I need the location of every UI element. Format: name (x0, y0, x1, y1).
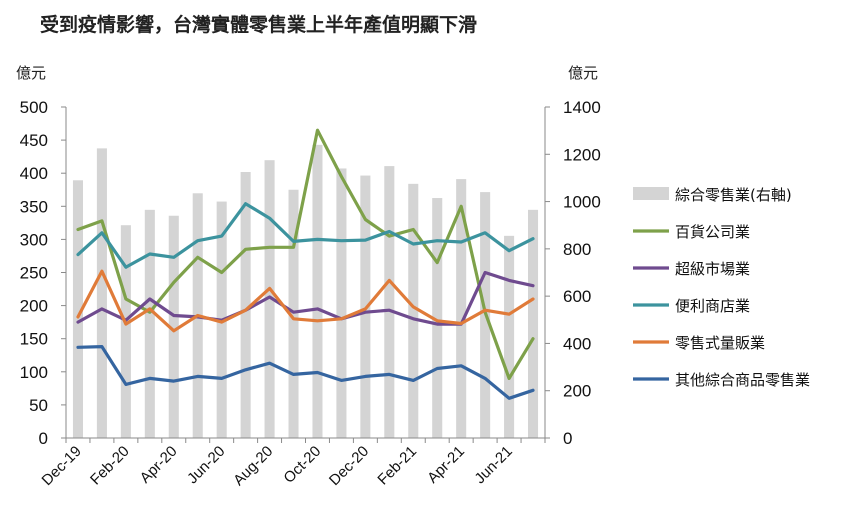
bar-Sep-20 (288, 189, 299, 438)
left-tick-label: 500 (20, 98, 48, 117)
x-tick-label: Jun-20 (184, 443, 228, 487)
bar-series-group (72, 144, 539, 439)
right-tick-label: 1200 (563, 145, 601, 164)
bar-Jul-21 (527, 209, 539, 438)
bar-Apr-21 (456, 179, 467, 438)
left-tick-label: 350 (20, 197, 48, 216)
bar-Mar-20 (144, 209, 155, 438)
bar-Apr-20 (168, 215, 179, 438)
right-tick-label: 1000 (563, 193, 601, 212)
legend-entry-label: 綜合零售業(右軸) (675, 186, 792, 204)
left-tick-label: 100 (20, 363, 48, 382)
left-tick-label: 400 (20, 164, 48, 183)
right-tick-label: 600 (563, 287, 591, 306)
legend-entry-label: 百貨公司業 (675, 223, 750, 241)
right-tick-label: 1400 (563, 98, 601, 117)
bar-Mar-21 (432, 198, 443, 438)
left-tick-label: 50 (29, 396, 48, 415)
right-tick-label: 800 (563, 240, 591, 259)
left-tick-label: 250 (20, 264, 48, 283)
line-便利商店業 (76, 202, 535, 269)
x-tick-label: Oct-20 (280, 443, 324, 487)
right-tick-label: 200 (563, 382, 591, 401)
legend-entry-label: 超級市場業 (675, 260, 750, 278)
right-tick-label: 0 (563, 429, 572, 448)
legend-entry-label: 其他綜合商品零售業 (675, 371, 810, 389)
left-axis-unit-label: 億元 (16, 64, 47, 82)
bar-Feb-21 (408, 183, 419, 438)
right-tick-label: 400 (563, 334, 591, 353)
bar-Jan-21 (384, 166, 395, 438)
bar-Oct-20 (312, 144, 323, 439)
bar-Aug-20 (264, 160, 275, 439)
line-series-group (76, 128, 535, 400)
left-tick-label: 450 (20, 131, 48, 150)
right-axis-unit-label: 億元 (568, 64, 599, 82)
line-其他綜合商品零售業 (76, 345, 535, 400)
x-tick-label: Aug-20 (230, 443, 276, 489)
x-tick-label: Apr-21 (424, 443, 468, 487)
bar-Jan-20 (96, 148, 107, 438)
legend-entry-label: 便利商店業 (675, 297, 750, 315)
line-百貨公司業 (76, 128, 535, 380)
bar-Jun-21 (504, 235, 515, 438)
x-tick-label: Dec-20 (326, 443, 372, 489)
x-tick-label: Feb-20 (87, 443, 133, 489)
x-tick-label: Apr-20 (137, 443, 181, 487)
bar-Dec-19 (72, 180, 84, 439)
bar-Jul-20 (240, 172, 251, 438)
x-tick-label: Dec-19 (39, 443, 85, 489)
x-tick-label: Feb-21 (374, 443, 420, 489)
legend-entry-label: 零售式量販業 (675, 334, 765, 352)
bar-Nov-20 (336, 168, 347, 438)
legend-swatch-bar (633, 187, 669, 200)
x-tick-label: Jun-21 (471, 443, 515, 487)
left-tick-label: 300 (20, 230, 48, 249)
chart-title: 受到疫情影響，台灣實體零售業上半年產值明顯下滑 (40, 14, 478, 36)
left-tick-label: 0 (39, 429, 48, 448)
left-tick-label: 150 (20, 330, 48, 349)
left-tick-label: 200 (20, 297, 48, 316)
line-零售式量販業 (76, 269, 535, 333)
bar-Feb-20 (120, 225, 131, 438)
